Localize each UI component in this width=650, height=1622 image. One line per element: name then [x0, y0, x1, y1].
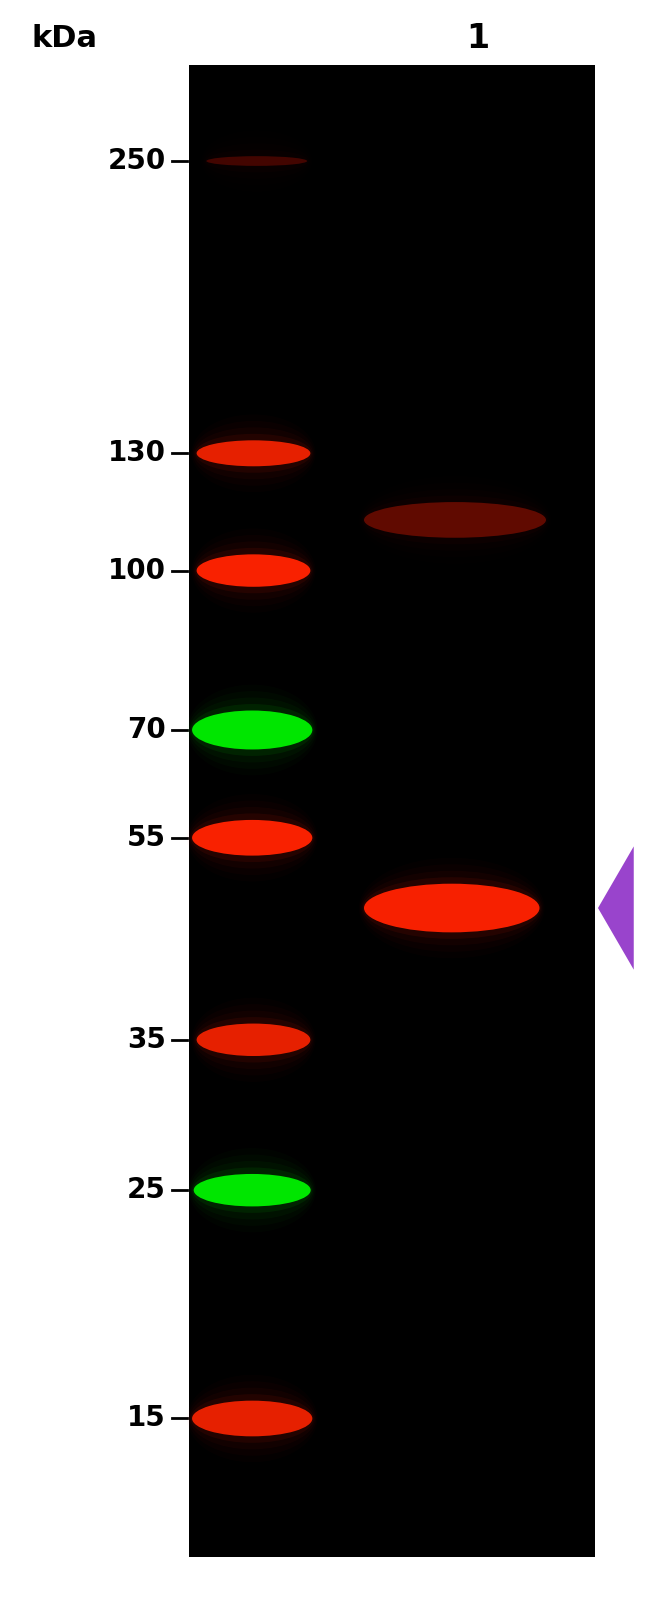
Ellipse shape	[192, 1401, 313, 1437]
Text: 35: 35	[127, 1025, 166, 1054]
Text: 55: 55	[127, 824, 166, 852]
Ellipse shape	[192, 1168, 312, 1213]
Ellipse shape	[196, 440, 311, 466]
Ellipse shape	[196, 555, 311, 587]
Ellipse shape	[191, 1395, 313, 1444]
Text: 100: 100	[108, 556, 166, 584]
Ellipse shape	[194, 1174, 311, 1207]
Text: 70: 70	[127, 715, 166, 744]
Ellipse shape	[191, 814, 313, 863]
Ellipse shape	[192, 710, 313, 749]
Text: 130: 130	[108, 440, 166, 467]
Polygon shape	[598, 847, 634, 970]
Ellipse shape	[192, 821, 313, 856]
Ellipse shape	[195, 433, 312, 472]
Ellipse shape	[364, 503, 546, 539]
Ellipse shape	[191, 704, 313, 756]
Ellipse shape	[195, 1017, 312, 1062]
Text: 250: 250	[107, 148, 166, 175]
Text: 15: 15	[127, 1405, 166, 1432]
Bar	[188, 65, 595, 1557]
Ellipse shape	[195, 548, 312, 594]
Ellipse shape	[364, 884, 540, 933]
Text: kDa: kDa	[32, 24, 98, 54]
Text: 1: 1	[466, 23, 489, 55]
Ellipse shape	[207, 156, 307, 165]
Ellipse shape	[363, 878, 541, 939]
Text: 25: 25	[127, 1176, 166, 1204]
Ellipse shape	[196, 1023, 311, 1056]
